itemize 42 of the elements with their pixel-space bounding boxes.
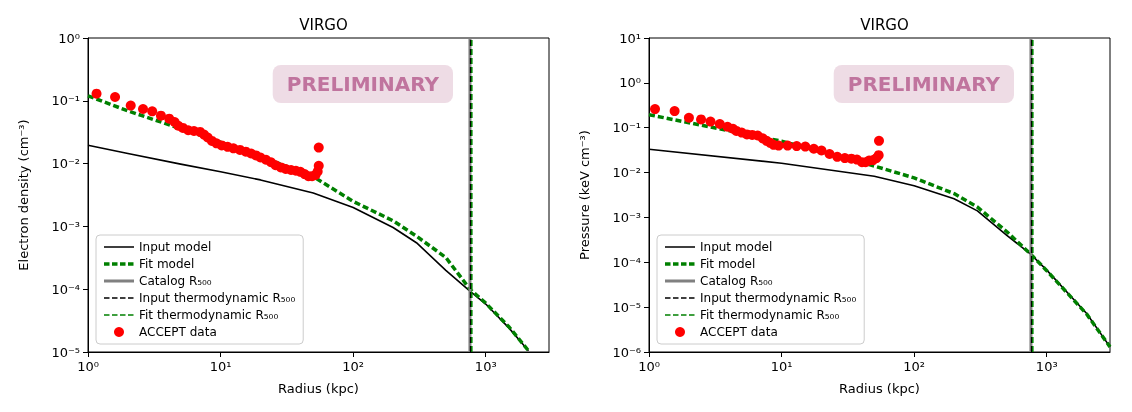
y-tick-label: 10⁻⁶ <box>612 344 641 360</box>
y-tick-label: 10⁻⁵ <box>51 344 80 360</box>
x-tick-label: 10¹ <box>770 359 793 374</box>
y-tick-label: 10⁻⁴ <box>51 281 80 297</box>
x-tick-label: 10⁰ <box>638 359 660 374</box>
x-axis-title: Radius (kpc) <box>839 381 920 396</box>
y-tick-label: 10⁻⁵ <box>612 299 641 315</box>
legend-label: Input thermodynamic R₅₀₀ <box>700 291 857 305</box>
x-tick-label: 10³ <box>1035 359 1058 374</box>
legend-label: Fit model <box>139 257 195 271</box>
x-axis-title: Radius (kpc) <box>278 381 359 396</box>
legend-label: Catalog R₅₀₀ <box>700 274 773 288</box>
x-tick-label: 10³ <box>474 359 497 374</box>
x-tick-label: 10² <box>342 359 365 374</box>
y-tick-label: 10⁰ <box>58 30 80 46</box>
legend-label: Input model <box>700 240 773 254</box>
x-tick-label: 10⁰ <box>77 359 99 374</box>
y-tick-label: 10⁻² <box>51 156 80 172</box>
y-tick-label: 10⁻⁴ <box>612 254 641 270</box>
x-tick-label: 10¹ <box>209 359 232 374</box>
legend-label: Fit thermodynamic R₅₀₀ <box>700 308 840 322</box>
y-tick-label: 10¹ <box>619 30 641 46</box>
chart-title: VIRGO <box>860 15 909 34</box>
annotation: PRELIMINARY <box>286 72 440 96</box>
y-axis-title: Pressure (keV cm⁻³) <box>577 130 592 260</box>
chart-title: VIRGO <box>299 15 348 34</box>
annotation: PRELIMINARY <box>847 72 1001 96</box>
y-tick-label: 10⁰ <box>619 75 641 91</box>
legend-label: Input model <box>139 240 212 254</box>
x-tick-label: 10² <box>903 359 926 374</box>
y-tick-label: 10⁻³ <box>612 209 641 225</box>
legend-label: Fit model <box>700 257 756 271</box>
y-tick-label: 10⁻¹ <box>51 93 80 109</box>
legend-label: ACCEPT data <box>139 325 217 339</box>
y-tick-label: 10⁻¹ <box>612 120 641 136</box>
legend-label: Input thermodynamic R₅₀₀ <box>139 291 296 305</box>
legend-label: Catalog R₅₀₀ <box>139 274 212 288</box>
y-tick-label: 10⁻³ <box>51 218 80 234</box>
y-tick-label: 10⁻² <box>612 165 641 181</box>
legend-label: ACCEPT data <box>700 325 778 339</box>
legend-label: Fit thermodynamic R₅₀₀ <box>139 308 279 322</box>
y-axis-title: Electron density (cm⁻³) <box>16 119 31 271</box>
